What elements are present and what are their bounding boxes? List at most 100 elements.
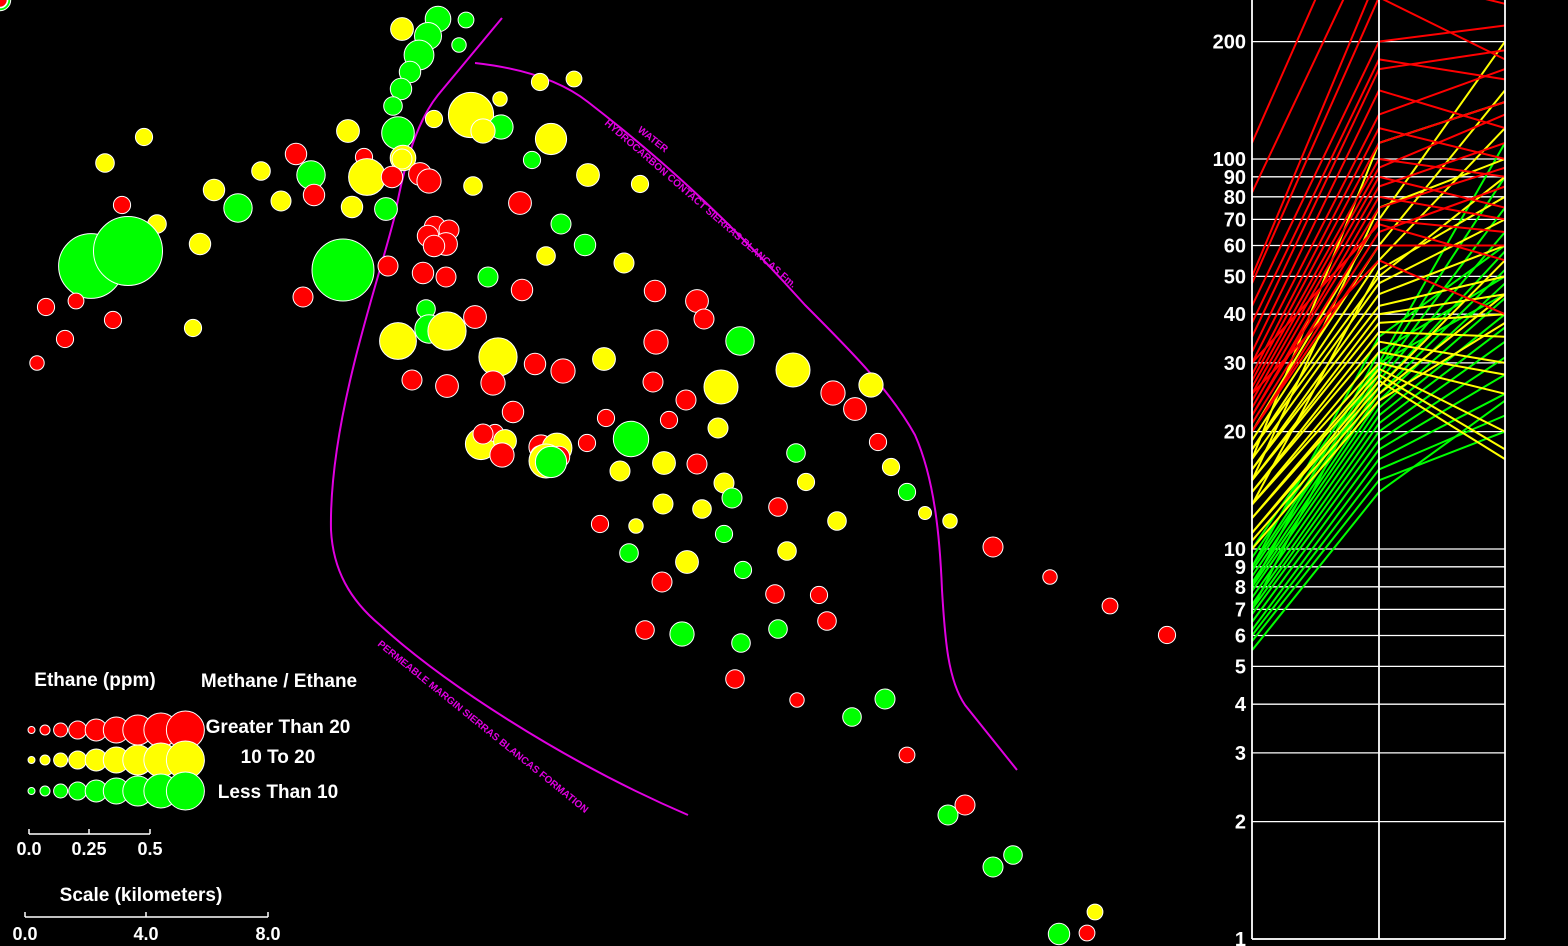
scatter-point-yellow — [652, 493, 674, 515]
legend-class-label-mid: 10 To 20 — [241, 747, 316, 768]
scatter-point-yellow — [942, 513, 958, 529]
scatter-point-yellow — [576, 163, 600, 187]
scatter-point-red — [596, 408, 616, 428]
scatter-point-red — [693, 308, 715, 330]
scatter-point-green — [451, 37, 467, 53]
scatter-point-green — [1003, 845, 1023, 865]
scatter-point-red — [55, 329, 75, 349]
scatter-point-red — [510, 278, 534, 302]
scatter-point-yellow — [463, 176, 483, 196]
scatter-point-red — [292, 286, 314, 308]
scatter-point-red — [725, 669, 745, 689]
scatter-point-red — [868, 432, 888, 452]
scatter-point-yellow — [530, 72, 550, 92]
scatter-point-red — [643, 329, 669, 355]
log-tick-label: 8 — [1235, 577, 1246, 599]
scatter-point-yellow — [675, 550, 699, 574]
scatter-point-green — [937, 804, 959, 826]
scatter-point-green — [897, 482, 917, 502]
scatter-point-yellow — [424, 109, 444, 129]
scatter-point-yellow — [251, 161, 271, 181]
log-series-line-red — [1251, 0, 1506, 284]
log-tick-label: 2 — [1235, 812, 1246, 834]
scatter-point-red — [1042, 569, 1058, 585]
scatter-point-red — [1101, 597, 1119, 615]
log-tick-label: 30 — [1224, 353, 1246, 375]
log-tick-label: 80 — [1224, 187, 1246, 209]
scatter-point-green — [93, 216, 163, 286]
scatter-point-red — [817, 611, 837, 631]
scatter-point-yellow — [336, 119, 360, 143]
scatter-point-red — [472, 423, 494, 445]
log-tick-label: 60 — [1224, 236, 1246, 258]
scatter-point-green — [457, 11, 475, 29]
scatter-point-yellow — [565, 70, 583, 88]
scatter-point-red — [659, 410, 679, 430]
scatter-point-yellow — [692, 499, 712, 519]
scatter-point-red — [501, 400, 525, 424]
scatter-point-red — [789, 692, 805, 708]
scatter-point-red — [284, 142, 308, 166]
log-tick-label: 1 — [1235, 929, 1246, 946]
scatter-point-red — [635, 620, 655, 640]
log-tick-label: 40 — [1224, 304, 1246, 326]
scatter-point-red — [1157, 625, 1177, 645]
scatter-point-yellow — [628, 518, 644, 534]
scatter-point-yellow — [652, 451, 676, 475]
scatter-point-red — [843, 397, 867, 421]
scatter-point-red — [67, 292, 85, 310]
legend: Ethane (ppm) Methane / Ethane Greater Th… — [12, 670, 357, 944]
scatter-points — [0, 0, 1177, 946]
scatter-point-yellow — [918, 506, 932, 520]
scatter-point-red — [0, 0, 8, 8]
log-frame — [1251, 0, 1506, 940]
scatter-point-red — [36, 297, 56, 317]
scatter-point-green — [619, 543, 639, 563]
scatter-point-yellow — [796, 472, 816, 492]
legend-bubble-green — [53, 783, 69, 799]
scatter-point-green — [311, 238, 375, 302]
scatter-point-red — [982, 536, 1004, 558]
scatter-point-red — [508, 191, 532, 215]
log-series-line-red — [1251, 0, 1317, 144]
log-tick-label: 4 — [1235, 694, 1247, 716]
distance-scale-tick-label: 8.0 — [255, 924, 280, 944]
scatter-point-yellow — [858, 372, 884, 398]
scatter-point-yellow — [492, 91, 508, 107]
log-series-line-red — [1251, 0, 1345, 194]
legend-color-title: Methane / Ethane — [201, 671, 357, 692]
size-scale-tick-label: 0.0 — [16, 839, 41, 859]
scatter-point-yellow — [183, 318, 203, 338]
legend-class-label-low: Less Than 10 — [218, 782, 338, 803]
scatter-point-yellow — [391, 148, 413, 170]
scatter-point-green — [389, 77, 413, 101]
scatter-point-red — [377, 255, 399, 277]
scatter-point-red — [643, 279, 667, 303]
legend-bubble-red — [27, 726, 36, 734]
scatter-point-green — [573, 233, 597, 257]
scatter-point-green — [550, 213, 572, 235]
log-tick-label: 3 — [1235, 743, 1246, 765]
legend-bubble-red — [53, 722, 69, 738]
scatter-point-red — [380, 165, 404, 189]
scatter-point-red — [765, 584, 785, 604]
log-tick-label: 9 — [1235, 557, 1246, 579]
scatter-point-yellow — [390, 17, 414, 41]
legend-bubble-green — [39, 785, 51, 797]
legend-bubbles-yellow — [27, 740, 205, 780]
scatter-point-red — [642, 371, 664, 393]
scatter-point-yellow — [134, 127, 154, 147]
scatter-point-red — [112, 195, 132, 215]
log-tick-label: 70 — [1224, 209, 1246, 231]
scatter-point-red — [422, 234, 446, 258]
scatter-point-yellow — [340, 195, 364, 219]
log-series-line-red — [1251, 0, 1506, 277]
scatter-point-yellow — [827, 511, 847, 531]
legend-size-title: Ethane (ppm) — [34, 670, 155, 691]
scatter-point-yellow — [470, 118, 496, 144]
boundary-line-contact — [474, 62, 1018, 771]
scatter-point-yellow — [202, 178, 226, 202]
scatter-point-red — [1078, 924, 1096, 942]
